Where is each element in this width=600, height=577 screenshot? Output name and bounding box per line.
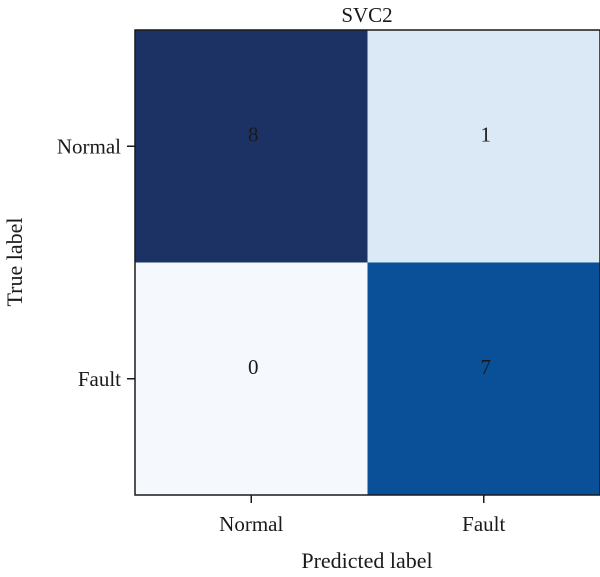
- heatmap-cells: 8 1 0 7: [135, 30, 600, 495]
- x-axis-ticks: Normal Fault: [219, 495, 505, 536]
- cell-value-normal-fault: 1: [481, 122, 492, 146]
- x-axis-label: Predicted label: [301, 548, 432, 573]
- cell-normal-fault: [367, 30, 600, 263]
- cell-value-fault-fault: 7: [481, 355, 492, 379]
- y-tick-label-fault: Fault: [78, 367, 121, 391]
- y-axis-label: True label: [2, 217, 27, 306]
- plot-frame: [134, 29, 600, 496]
- y-tick-label-normal: Normal: [57, 134, 121, 158]
- cell-normal-normal: [135, 30, 368, 263]
- cell-value-normal-normal: 8: [248, 122, 259, 146]
- cell-value-fault-normal: 0: [248, 355, 259, 379]
- cell-fault-fault: [367, 262, 600, 495]
- cell-fault-normal: [135, 262, 368, 495]
- x-tick-label-normal: Normal: [219, 512, 283, 536]
- chart-title: SVC2: [341, 3, 392, 27]
- x-tick-label-fault: Fault: [462, 512, 505, 536]
- y-axis-ticks: Normal Fault: [57, 134, 135, 391]
